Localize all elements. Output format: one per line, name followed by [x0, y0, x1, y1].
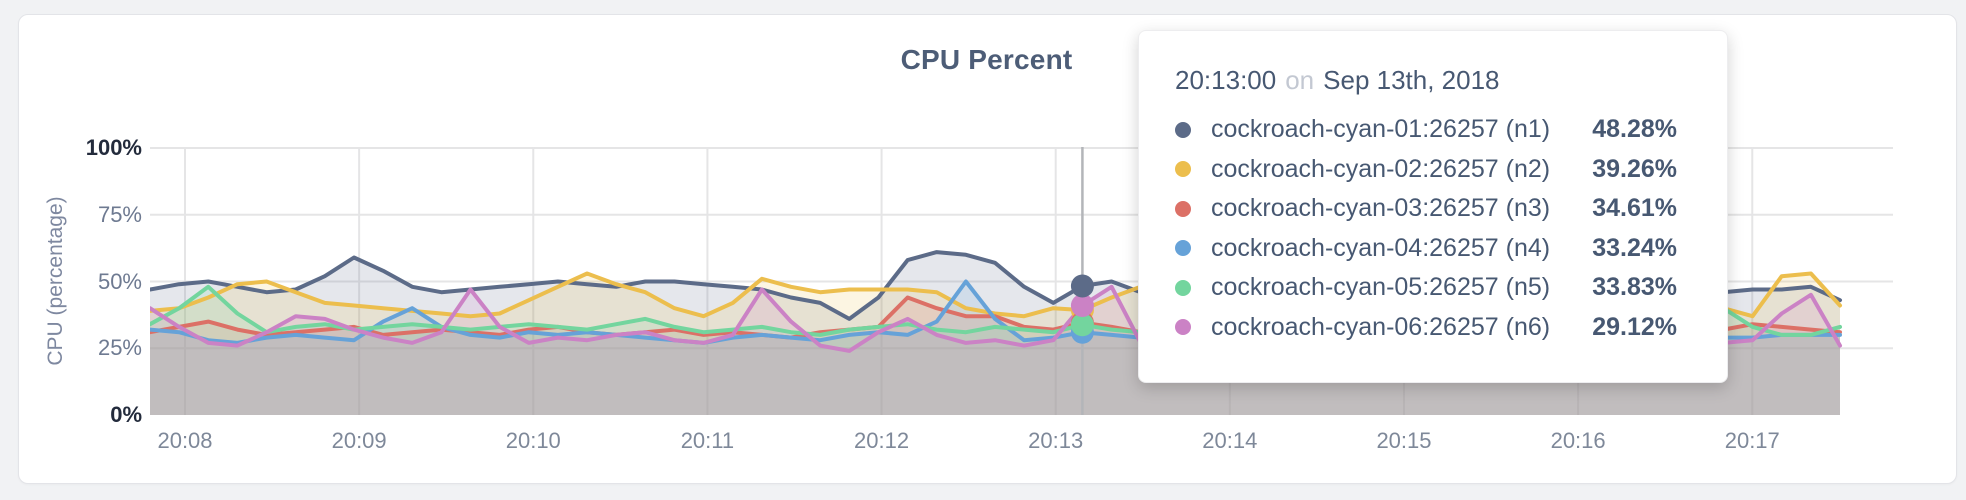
y-tick-75: 75%: [97, 201, 142, 227]
hover-dot-n1: [1070, 274, 1094, 298]
tooltip-row-n1: cockroach-cyan-01:26257 (n1) 48.28%: [1175, 110, 1677, 150]
y-tick-25: 25%: [97, 335, 142, 361]
x-tick-20-17: 20:17: [1724, 428, 1780, 453]
tooltip-series-label: cockroach-cyan-03:26257 (n3): [1211, 194, 1551, 223]
tooltip-on-word: on: [1285, 65, 1315, 95]
hover-dot-n6: [1070, 294, 1094, 318]
tooltip-row-n6: cockroach-cyan-06:26257 (n6) 29.12%: [1175, 308, 1677, 348]
x-tick-20-09: 20:09: [331, 428, 387, 453]
y-tick-100: 100%: [85, 135, 142, 160]
y-tick-50: 50%: [97, 268, 142, 294]
tooltip-row-n3: cockroach-cyan-03:26257 (n3) 34.61%: [1175, 189, 1677, 229]
x-tick-20-12: 20:12: [854, 428, 910, 453]
tooltip-rows: cockroach-cyan-01:26257 (n1) 48.28% cockro…: [1175, 110, 1677, 347]
tooltip-series-value: 33.24%: [1592, 233, 1677, 262]
series-color-dot-icon: [1175, 200, 1191, 217]
tooltip-row-n2: cockroach-cyan-02:26257 (n2) 39.26%: [1175, 150, 1677, 190]
tooltip-time: 20:13:00: [1175, 65, 1277, 95]
tooltip-series-label: cockroach-cyan-01:26257 (n1): [1211, 115, 1551, 144]
chart-hover-tooltip: 20:13:00 on Sep 13th, 2018 cockroach-cyan-…: [1138, 30, 1728, 383]
series-color-dot-icon: [1175, 240, 1191, 257]
series-color-dot-icon: [1175, 121, 1191, 138]
tooltip-series-label: cockroach-cyan-04:26257 (n4): [1211, 233, 1551, 262]
x-tick-20-15: 20:15: [1376, 428, 1432, 453]
x-tick-20-11: 20:11: [680, 428, 735, 453]
x-tick-20-14: 20:14: [1202, 428, 1258, 453]
tooltip-header: 20:13:00 on Sep 13th, 2018: [1175, 65, 1677, 96]
hover-dot-n5: [1070, 313, 1094, 337]
y-tick-0: 0%: [110, 402, 142, 427]
series-area-n3: [150, 297, 1840, 415]
tooltip-series-label: cockroach-cyan-05:26257 (n5): [1211, 273, 1551, 302]
tooltip-series-value: 48.28%: [1592, 115, 1677, 144]
tooltip-series-value: 33.83%: [1592, 273, 1677, 302]
x-tick-20-10: 20:10: [505, 428, 561, 453]
x-tick-20-13: 20:13: [1028, 428, 1084, 453]
series-color-dot-icon: [1175, 319, 1191, 336]
tooltip-series-value: 34.61%: [1592, 194, 1677, 223]
series-color-dot-icon: [1175, 161, 1191, 178]
series-color-dot-icon: [1175, 279, 1191, 296]
tooltip-series-value: 39.26%: [1592, 154, 1677, 183]
tooltip-series-label: cockroach-cyan-02:26257 (n2): [1211, 154, 1551, 183]
x-tick-20-16: 20:16: [1550, 428, 1606, 453]
tooltip-date: Sep 13th, 2018: [1323, 65, 1500, 95]
x-tick-20-08: 20:08: [157, 428, 213, 453]
tooltip-series-label: cockroach-cyan-06:26257 (n6): [1211, 312, 1551, 341]
tooltip-series-value: 29.12%: [1592, 312, 1677, 341]
chart-title: CPU Percent: [900, 44, 1073, 75]
tooltip-row-n4: cockroach-cyan-04:26257 (n4) 33.24%: [1175, 229, 1677, 269]
tooltip-row-n5: cockroach-cyan-05:26257 (n5) 33.83%: [1175, 268, 1677, 308]
